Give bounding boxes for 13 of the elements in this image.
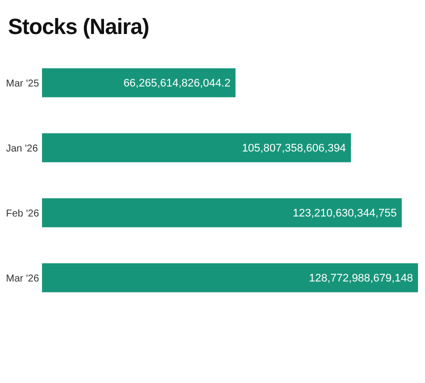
bar	[42, 198, 402, 228]
data-label: 128,772,988,679,148	[309, 272, 413, 285]
bar	[42, 68, 236, 98]
y-tick-label: Jan '26	[6, 144, 38, 154]
data-label: 123,210,630,344,755	[292, 208, 397, 220]
y-tick-label: Mar '26	[6, 274, 40, 284]
data-label: 66,265,614,826,044.2	[123, 78, 230, 90]
y-tick-label: Mar '25	[6, 78, 40, 90]
data-label: 105,807,358,606,394	[242, 142, 346, 155]
y-tick-label: Feb '26	[6, 208, 40, 220]
chart-title: Stocks (Naira)	[7, 13, 150, 40]
bar	[42, 133, 351, 162]
bar	[42, 263, 418, 292]
